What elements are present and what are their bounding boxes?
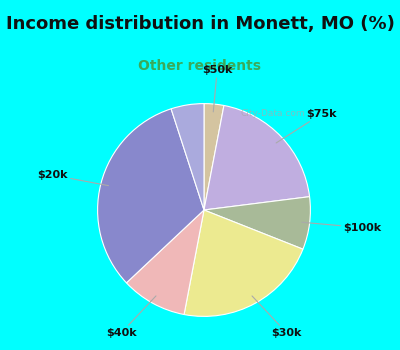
Text: $30k: $30k [252,296,302,338]
Text: $20k: $20k [38,170,108,186]
Text: $75k: $75k [276,109,337,143]
Wedge shape [126,210,204,315]
Text: $40k: $40k [106,296,156,338]
Wedge shape [204,105,310,210]
Wedge shape [98,109,204,283]
Text: Other residents: Other residents [138,59,262,73]
Text: Income distribution in Monett, MO (%): Income distribution in Monett, MO (%) [6,15,394,33]
Wedge shape [204,197,310,249]
Wedge shape [171,104,204,210]
Text: City-Data.com: City-Data.com [240,109,305,118]
Text: $50k: $50k [202,65,232,112]
Wedge shape [184,210,303,316]
Text: $100k: $100k [302,222,382,233]
Wedge shape [204,104,224,210]
